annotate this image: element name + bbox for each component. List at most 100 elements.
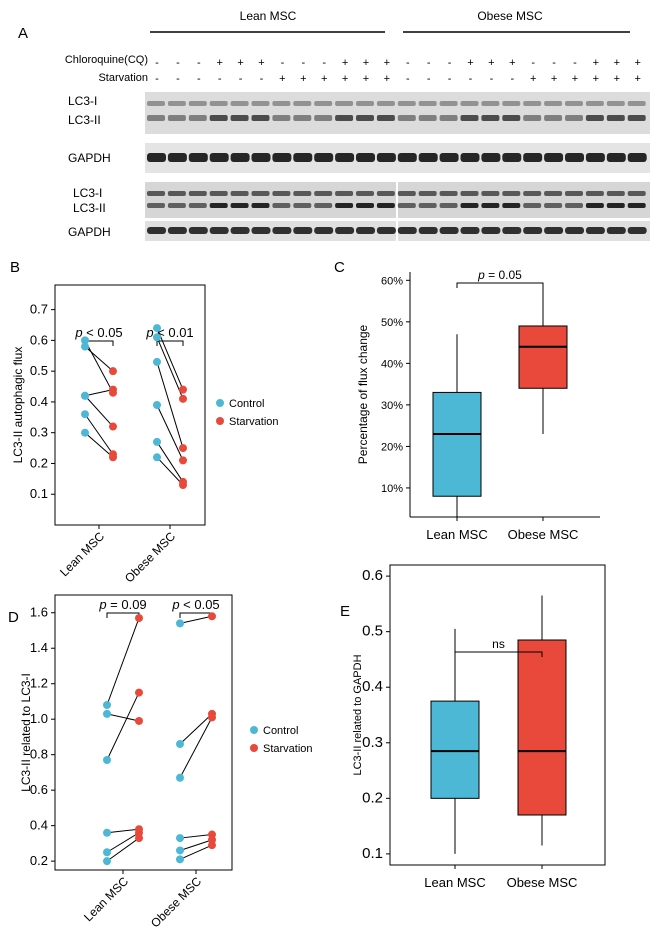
band-gapdh-bottom: [188, 227, 208, 234]
starvation-point: [179, 444, 187, 453]
treatment-sign: +: [342, 57, 348, 69]
band-lc3-i-top: [293, 101, 312, 106]
treatment-sign: +: [593, 73, 599, 85]
band-lc3-i-top: [481, 101, 500, 106]
x-tick-label: Lean MSC: [81, 874, 131, 924]
treatment-sign: -: [469, 73, 473, 85]
band-lc3-ii-top: [481, 115, 500, 121]
band-gapdh-bottom: [544, 227, 564, 234]
band-lc3-ii-top: [293, 115, 312, 121]
band-lc3-ii-bottom: [293, 203, 312, 208]
treatment-sign: -: [197, 57, 201, 69]
y-axis-label: LC3-II related to GAPDH: [352, 654, 364, 775]
band-gapdh-top: [585, 153, 605, 162]
pair-line: [106, 692, 140, 761]
control-point: [103, 848, 111, 857]
band-gapdh-top: [188, 153, 208, 162]
treatment-sign: +: [342, 73, 348, 85]
band-lc3-ii-bottom: [565, 203, 583, 208]
band-gapdh-top: [209, 153, 229, 162]
starvation-point: [179, 385, 187, 394]
band-gapdh-top: [293, 153, 313, 162]
band-lc3-i-bottom: [167, 191, 186, 196]
pair-line: [179, 834, 213, 839]
band-lc3-i-top: [439, 101, 458, 106]
pair-line: [84, 346, 114, 372]
plot-frame: [389, 564, 606, 866]
treatment-sign: +: [321, 73, 327, 85]
y-tick-label: 0.5: [30, 363, 48, 378]
pair-line: [106, 617, 140, 706]
blot-label-gapdh-top: GAPDH: [68, 151, 111, 165]
band-gapdh-bottom: [314, 227, 334, 234]
band-lc3-ii-top: [523, 115, 542, 121]
pair-line: [84, 395, 114, 427]
band-lc3-ii-top: [606, 115, 625, 121]
band-gapdh-bottom: [293, 227, 313, 234]
band-gapdh-top: [439, 153, 459, 162]
starvation-point: [109, 367, 117, 376]
band-lc3-i-bottom: [627, 191, 646, 196]
band-gapdh-top: [356, 153, 375, 162]
y-tick-label: 0.7: [30, 302, 48, 317]
band-lc3-i-top: [627, 101, 646, 106]
control-point: [153, 333, 161, 342]
band-lc3-i-bottom: [293, 191, 312, 196]
y-tick-label: 0.2: [362, 789, 383, 806]
y-axis-label: LC3-II autophagic flux: [11, 347, 25, 464]
control-point: [176, 855, 184, 864]
band-lc3-ii-top: [627, 115, 646, 121]
starvation-point: [135, 716, 143, 725]
band-gapdh-top: [397, 153, 417, 162]
treatment-sign: -: [427, 73, 431, 85]
y-tick-label: 0.1: [30, 486, 48, 501]
y-tick-label: 1.6: [30, 605, 48, 620]
y-tick-label: 0.6: [30, 782, 48, 797]
box-iqr: [518, 325, 568, 389]
band-gapdh-bottom: [167, 227, 187, 234]
band-lc3-ii-bottom: [481, 203, 500, 208]
blot-label-lc3-ii-top: LC3-II: [68, 113, 101, 127]
band-lc3-i-top: [502, 101, 521, 106]
treatment-sign: +: [258, 57, 264, 69]
treatment-sign: -: [427, 57, 431, 69]
starvation-point: [179, 456, 187, 465]
control-point: [81, 336, 89, 345]
band-lc3-ii-top: [418, 115, 437, 121]
band-lc3-ii-top: [230, 115, 249, 121]
band-gapdh-top: [502, 153, 522, 162]
treatment-sign: -: [552, 57, 556, 69]
chart-b: 0.1 0.2 0.3 0.4 0.5 0.6 0.7 LC3-II autophagic f…: [11, 284, 279, 585]
treatment-sign: +: [216, 57, 222, 69]
pair-line: [179, 615, 213, 624]
treatment-sign: +: [530, 73, 536, 85]
band-lc3-ii-bottom: [167, 203, 186, 208]
pair-line: [156, 361, 184, 449]
control-point: [176, 834, 184, 843]
x-tick-label: Obese MSC: [122, 529, 178, 585]
y-tick-label: 0.6: [362, 567, 383, 584]
band-lc3-i-top: [544, 101, 563, 106]
band-lc3-i-bottom: [397, 191, 416, 196]
band-gapdh-bottom: [209, 227, 229, 234]
treatment-sign: +: [237, 57, 243, 69]
control-point: [103, 828, 111, 837]
box-iqr: [432, 391, 482, 497]
band-lc3-ii-bottom: [147, 203, 165, 208]
band-lc3-ii-top: [251, 115, 270, 121]
band-lc3-ii-top: [167, 115, 186, 121]
y-tick-label: 1.2: [30, 676, 48, 691]
starvation-point: [135, 834, 143, 843]
y-axis-label: Percentage of flux change: [356, 324, 370, 464]
band-lc3-ii-bottom: [606, 203, 625, 208]
treatment-sign: +: [279, 73, 285, 85]
band-lc3-ii-top: [460, 115, 479, 121]
legend-control-label: Control: [229, 398, 264, 410]
blot-lc3-top: [145, 92, 650, 134]
band-lc3-i-bottom: [460, 191, 479, 196]
p-value-label: p < 0.05: [74, 325, 122, 340]
p-value-label: p < 0.01: [145, 325, 193, 340]
band-gapdh-top: [460, 153, 480, 162]
band-lc3-ii-bottom: [230, 203, 249, 208]
